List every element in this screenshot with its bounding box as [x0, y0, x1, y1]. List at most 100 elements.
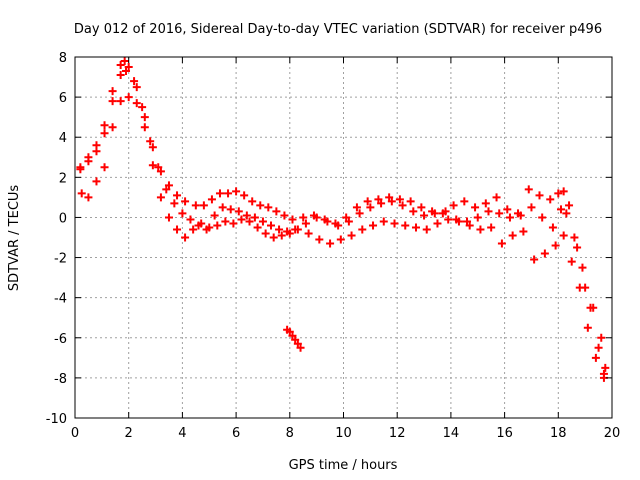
data-point	[245, 217, 254, 226]
data-point	[433, 219, 442, 228]
data-point	[116, 97, 125, 106]
data-point	[304, 229, 313, 238]
data-point	[487, 223, 496, 232]
data-point	[597, 333, 606, 342]
data-point	[559, 231, 568, 240]
data-point	[293, 225, 302, 234]
data-point	[92, 147, 101, 156]
data-point	[100, 163, 109, 172]
data-point	[146, 137, 155, 146]
data-point	[248, 197, 257, 206]
chart-title: Day 012 of 2016, Sidereal Day-to-day VTE…	[74, 22, 602, 37]
data-point	[334, 221, 343, 230]
data-point	[116, 71, 125, 80]
data-point	[556, 205, 565, 214]
data-point	[232, 187, 241, 196]
data-point	[583, 323, 592, 332]
data-point	[301, 219, 310, 228]
x-tick-label: 4	[178, 426, 186, 441]
data-point	[250, 213, 259, 222]
data-point	[374, 195, 383, 204]
data-point	[352, 203, 361, 212]
data-point	[379, 217, 388, 226]
data-point	[385, 193, 394, 202]
data-point	[505, 213, 514, 222]
data-point	[420, 211, 429, 220]
data-point	[315, 235, 324, 244]
y-tick-label: 8	[59, 51, 67, 66]
data-point	[288, 215, 297, 224]
x-tick-label: 8	[286, 426, 294, 441]
data-point	[178, 209, 187, 218]
data-point	[261, 229, 270, 238]
data-point	[481, 199, 490, 208]
y-tick-label: -2	[54, 252, 67, 267]
data-point	[591, 353, 600, 362]
data-point	[288, 331, 297, 340]
data-point	[411, 223, 420, 232]
data-point	[358, 225, 367, 234]
data-point	[516, 211, 525, 220]
data-point	[551, 241, 560, 250]
data-point	[535, 191, 544, 200]
data-point	[92, 177, 101, 186]
data-point	[258, 217, 267, 226]
grid	[75, 57, 612, 418]
data-point	[173, 225, 182, 234]
data-point	[441, 207, 450, 216]
data-point	[148, 161, 157, 170]
x-axis-label: GPS time / hours	[289, 458, 398, 473]
y-tick-label: 6	[59, 91, 67, 106]
data-point	[77, 189, 86, 198]
data-point	[189, 225, 198, 234]
data-point	[100, 121, 109, 130]
data-point	[218, 203, 227, 212]
data-point	[586, 303, 595, 312]
data-point	[293, 339, 302, 348]
data-point	[116, 61, 125, 70]
data-point	[140, 123, 149, 132]
data-point	[267, 221, 276, 230]
data-point	[242, 211, 251, 220]
x-tick-label: 18	[550, 426, 567, 441]
data-point	[538, 213, 547, 222]
data-point	[264, 203, 273, 212]
data-point	[277, 231, 286, 240]
data-point	[401, 221, 410, 230]
data-point	[527, 203, 536, 212]
y-axis-label: SDTVAR / TECUs	[7, 185, 22, 292]
data-point	[299, 213, 308, 222]
data-point	[565, 201, 574, 210]
data-point	[323, 217, 332, 226]
data-point	[170, 199, 179, 208]
data-point	[508, 231, 517, 240]
data-point	[234, 207, 243, 216]
series-track-lower	[77, 93, 608, 382]
data-point	[132, 83, 141, 92]
data-point	[108, 97, 117, 106]
series-track-middle	[76, 67, 608, 378]
data-point	[269, 233, 278, 242]
data-point	[207, 195, 216, 204]
axis-ticks	[74, 56, 613, 419]
data-point	[130, 77, 139, 86]
data-point	[124, 93, 133, 102]
x-tick-label: 12	[389, 426, 406, 441]
data-point	[199, 201, 208, 210]
data-point	[154, 163, 163, 172]
data-point	[347, 231, 356, 240]
data-point	[559, 187, 568, 196]
data-point	[162, 185, 171, 194]
data-point	[554, 189, 563, 198]
data-point	[570, 233, 579, 242]
data-point	[272, 207, 281, 216]
data-point	[336, 235, 345, 244]
data-point	[409, 207, 418, 216]
data-point	[156, 193, 165, 202]
data-point	[530, 255, 539, 264]
data-point	[221, 217, 230, 226]
data-point	[460, 197, 469, 206]
data-point	[164, 213, 173, 222]
data-point	[326, 239, 335, 248]
data-point	[377, 199, 386, 208]
